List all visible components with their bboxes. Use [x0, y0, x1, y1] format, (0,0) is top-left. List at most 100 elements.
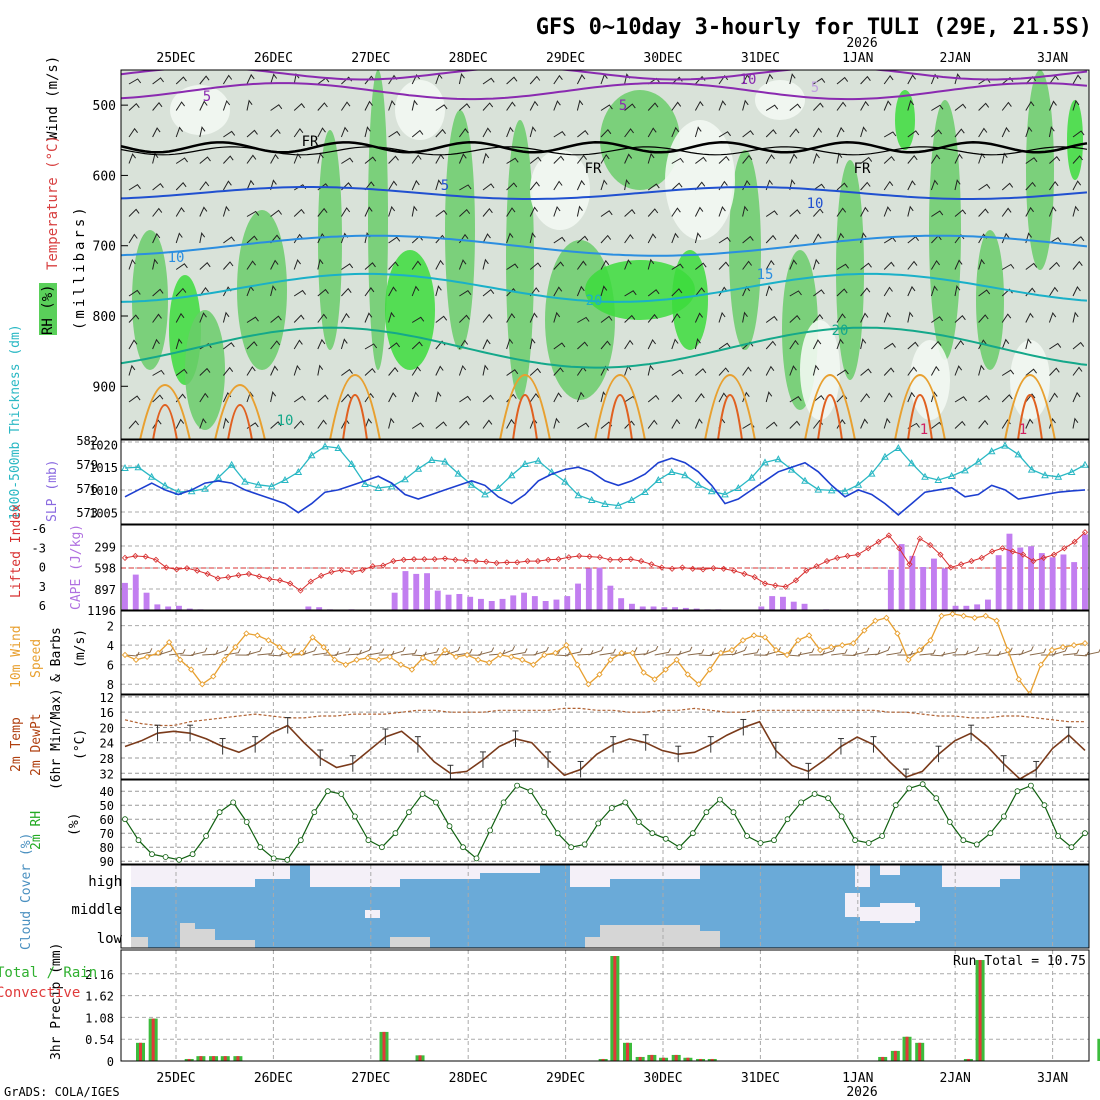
cape-bar [650, 606, 657, 610]
pressure-tick-label: 700 [93, 240, 116, 255]
wind-speed-point [739, 637, 747, 644]
wind-barb [506, 126, 514, 138]
cape-bar [488, 601, 495, 610]
surface-wind-barb [941, 647, 958, 656]
rh-legend-swatch [39, 283, 57, 335]
wind-barb [223, 366, 234, 376]
wind-barb [506, 76, 518, 85]
wind-barb [883, 155, 895, 164]
contour-25c [499, 374, 551, 439]
thickness-point [334, 443, 343, 451]
wind-barb [1072, 260, 1083, 270]
wind-barb [317, 288, 329, 297]
thickness-point [467, 480, 476, 488]
thickness-point [454, 469, 463, 477]
thickness-point [561, 477, 569, 485]
wind-barb [577, 235, 589, 244]
precip-conv-bar [699, 1058, 703, 1061]
wind-barb [270, 421, 282, 429]
wind-speed-point [640, 669, 647, 676]
high-cloud-block [480, 865, 540, 873]
wind-barb [458, 259, 467, 270]
wind-speed-point [441, 646, 449, 654]
wind-barb [1001, 288, 1013, 297]
rh-point [757, 840, 764, 846]
cape-bar [952, 605, 959, 610]
wind-barb [293, 103, 305, 111]
surface-wind-barb [698, 651, 714, 657]
wind-barb [836, 101, 847, 111]
wind-barb [199, 231, 206, 244]
wind-speed-point [706, 666, 713, 673]
wind-barb [223, 261, 234, 270]
wind-barb [128, 289, 141, 297]
cape-bar [521, 592, 527, 610]
cape-bar [434, 590, 441, 610]
wind-speed-point [927, 637, 934, 644]
wind-barb [647, 102, 659, 111]
contour-label: 20 [586, 293, 603, 309]
footer-credit: GrADS: COLA/IGES [4, 1085, 120, 1099]
wind-speed-point [530, 661, 537, 668]
wind-barb [270, 128, 281, 138]
wind-barb [718, 392, 728, 403]
wind-barb [577, 154, 587, 164]
precip-conv-bar [905, 1036, 909, 1061]
wind-barb [813, 289, 825, 297]
wind-barb [836, 369, 849, 376]
cape-bar [424, 573, 430, 610]
wind-barb [694, 312, 703, 323]
wind-barb [459, 290, 472, 297]
wind-barb [553, 311, 561, 323]
wind-barb [388, 205, 396, 217]
wind-barb [718, 74, 729, 85]
rh-point [581, 841, 588, 848]
rh-patch [1026, 70, 1054, 270]
li-point [493, 559, 500, 567]
wind-barb [459, 103, 471, 111]
wind-barb [765, 365, 775, 376]
rh-point [1055, 833, 1061, 839]
wind-barb [270, 259, 279, 270]
wind-barb [199, 262, 211, 270]
thickness-point [267, 482, 276, 490]
cape-bar [639, 606, 646, 610]
wind-barb [199, 206, 208, 217]
wind-axis-label-4: (m/s) [73, 629, 88, 668]
wind-barb [694, 100, 704, 111]
surface-wind-barb [246, 646, 263, 656]
wind-barb [789, 153, 798, 164]
wind-barb [152, 207, 163, 217]
wind-barb [553, 417, 560, 429]
wind-barb [1072, 205, 1079, 217]
cape-bar [510, 595, 517, 610]
li-point [1040, 554, 1047, 561]
rh-point [514, 782, 520, 789]
wind-barb [293, 127, 304, 138]
surface-wind-barb [257, 649, 274, 656]
rh-point [1068, 844, 1075, 851]
wind-speed-point [375, 656, 382, 663]
wind-barb [954, 259, 963, 270]
rh-point [338, 791, 345, 797]
wind-barb [1048, 180, 1059, 191]
wind-barb [1001, 207, 1012, 217]
wind-speed-point [728, 646, 736, 654]
li-point [534, 558, 541, 565]
wind-barb [907, 205, 914, 217]
wind-speed-point [243, 630, 250, 637]
wind-barb [978, 208, 989, 217]
wind-barb [907, 391, 916, 403]
wind-barb [789, 234, 800, 244]
precip-legend-total: Total / Rain [0, 965, 97, 981]
rh-point [487, 827, 494, 834]
wind-speed-point [761, 634, 769, 641]
wind-speed-point [883, 614, 890, 621]
wind-barb [671, 207, 681, 217]
contour-15c [121, 272, 1088, 303]
wind-speed-point [519, 656, 526, 663]
wind-barb [671, 182, 683, 191]
wind-barb [576, 391, 585, 403]
li-point [772, 582, 779, 589]
surface-wind-barb [831, 648, 848, 656]
